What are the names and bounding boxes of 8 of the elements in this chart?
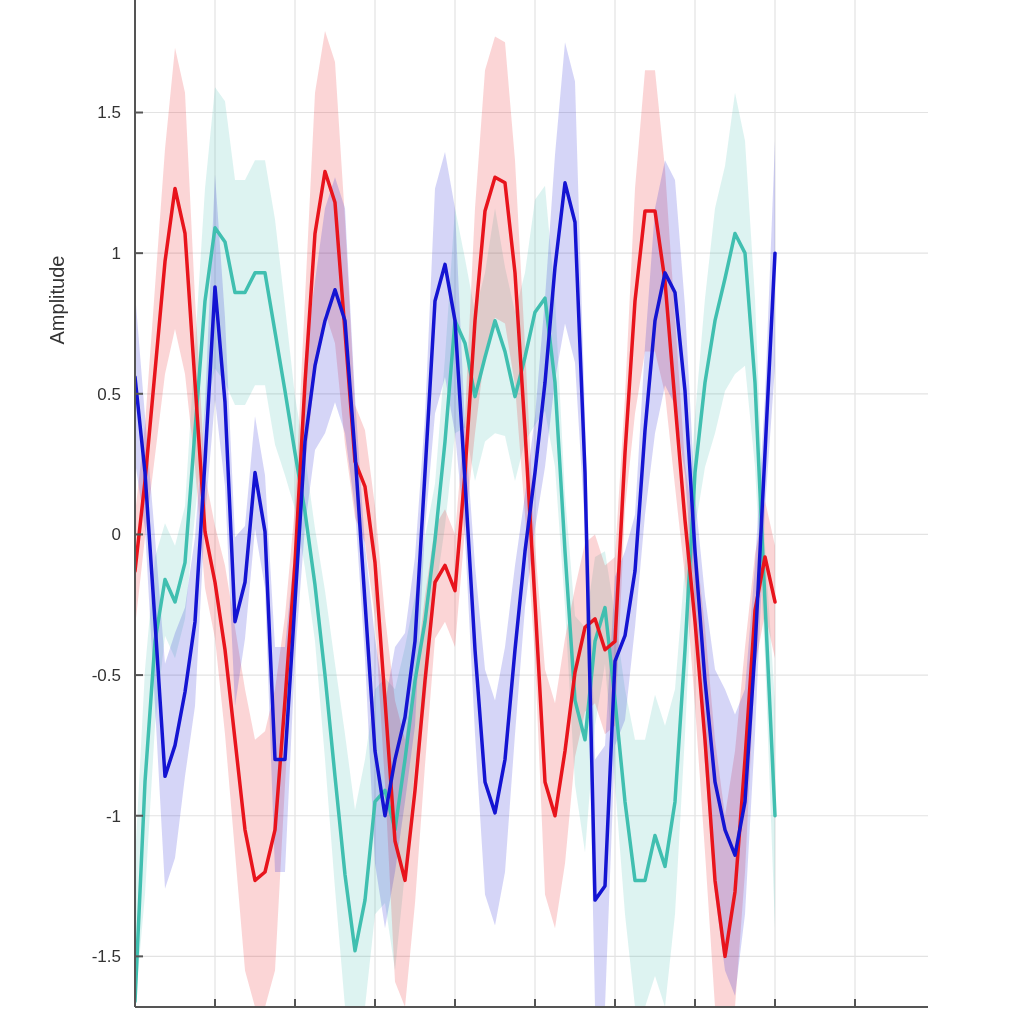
y-tick-label: 0.5 [97, 384, 121, 404]
y-tick-label: -1 [105, 806, 121, 826]
y-tick-label: 1 [111, 244, 121, 264]
y-tick-label: 0 [111, 525, 121, 545]
y-axis-title: Amplitude [46, 255, 68, 345]
y-tick-label: 1.5 [97, 103, 121, 123]
y-tick-label: -0.5 [91, 666, 121, 686]
y-tick-label: -1.5 [91, 947, 121, 967]
